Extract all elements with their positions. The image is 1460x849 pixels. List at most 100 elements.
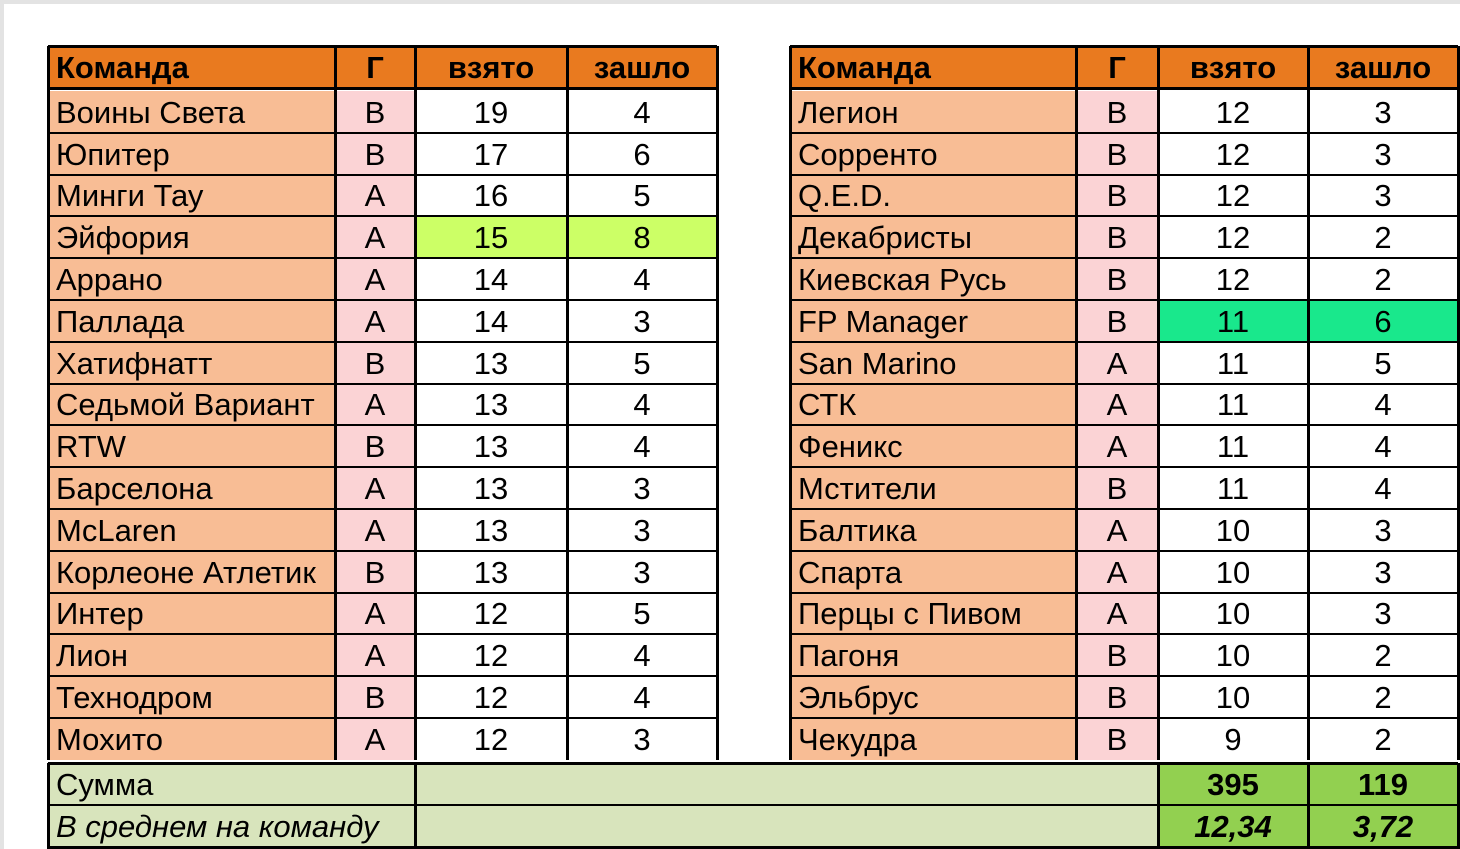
right-row-team-cell[interactable]: Спарта <box>790 551 1076 593</box>
left-row-scored-cell[interactable]: 12 <box>415 593 567 634</box>
left-row-team-cell[interactable]: Хатифнатт <box>48 342 335 384</box>
left-row-conceded-cell[interactable]: 3 <box>567 300 717 342</box>
right-row-scored-cell[interactable]: 10 <box>1158 593 1308 634</box>
left-row-team-cell[interactable]: Лион <box>48 634 335 676</box>
right-row-scored-cell[interactable]: 12 <box>1158 216 1308 258</box>
right-row-conceded-cell[interactable]: 4 <box>1308 425 1458 467</box>
right-row-scored-cell[interactable]: 12 <box>1158 175 1308 216</box>
right-row-scored-cell[interactable]: 10 <box>1158 634 1308 676</box>
right-row-conceded-cell[interactable]: 4 <box>1308 384 1458 425</box>
left-row-group-cell[interactable]: A <box>335 384 415 425</box>
left-row-team-cell[interactable]: Воины Света <box>48 91 335 133</box>
left-header-scored[interactable]: взято <box>415 46 567 88</box>
right-row-team-cell[interactable]: Мстители <box>790 467 1076 509</box>
left-row-group-cell[interactable]: B <box>335 342 415 384</box>
right-row-conceded-cell[interactable]: 2 <box>1308 634 1458 676</box>
left-row-team-cell[interactable]: Технодром <box>48 676 335 718</box>
right-row-scored-cell[interactable]: 12 <box>1158 133 1308 175</box>
right-row-group-cell[interactable]: B <box>1076 258 1158 300</box>
right-row-group-cell[interactable]: B <box>1076 133 1158 175</box>
right-row-scored-cell[interactable]: 11 <box>1158 467 1308 509</box>
right-row-scored-cell[interactable]: 11 <box>1158 342 1308 384</box>
left-row-conceded-cell[interactable]: 4 <box>567 676 717 718</box>
right-row-team-cell[interactable]: Чекудра <box>790 718 1076 760</box>
right-row-group-cell[interactable]: B <box>1076 300 1158 342</box>
right-row-conceded-cell[interactable]: 3 <box>1308 175 1458 216</box>
left-row-scored-cell[interactable]: 12 <box>415 634 567 676</box>
right-row-team-cell[interactable]: Сорренто <box>790 133 1076 175</box>
right-row-conceded-cell[interactable]: 2 <box>1308 718 1458 760</box>
right-row-group-cell[interactable]: A <box>1076 384 1158 425</box>
left-row-scored-cell[interactable]: 13 <box>415 551 567 593</box>
left-row-group-cell[interactable]: A <box>335 718 415 760</box>
left-row-scored-cell[interactable]: 16 <box>415 175 567 216</box>
left-row-scored-cell[interactable]: 14 <box>415 300 567 342</box>
right-row-scored-cell[interactable]: 10 <box>1158 509 1308 551</box>
left-row-group-cell[interactable]: A <box>335 300 415 342</box>
left-row-scored-cell[interactable]: 13 <box>415 425 567 467</box>
left-row-group-cell[interactable]: A <box>335 216 415 258</box>
right-row-scored-cell[interactable]: 12 <box>1158 91 1308 133</box>
left-row-team-cell[interactable]: RTW <box>48 425 335 467</box>
right-row-group-cell[interactable]: A <box>1076 509 1158 551</box>
right-row-conceded-cell[interactable]: 3 <box>1308 91 1458 133</box>
left-row-conceded-cell[interactable]: 3 <box>567 509 717 551</box>
avg-conceded-cell[interactable]: 3,72 <box>1308 805 1458 847</box>
left-row-conceded-cell[interactable]: 4 <box>567 425 717 467</box>
avg-label-cell[interactable]: В среднем на команду <box>48 805 415 847</box>
right-header-team[interactable]: Команда <box>790 46 1076 88</box>
right-row-team-cell[interactable]: Декабристы <box>790 216 1076 258</box>
right-row-team-cell[interactable]: Феникс <box>790 425 1076 467</box>
left-row-conceded-cell[interactable]: 4 <box>567 91 717 133</box>
left-row-group-cell[interactable]: B <box>335 133 415 175</box>
left-row-scored-cell[interactable]: 12 <box>415 718 567 760</box>
left-row-group-cell[interactable]: B <box>335 676 415 718</box>
right-row-group-cell[interactable]: A <box>1076 593 1158 634</box>
right-row-group-cell[interactable]: B <box>1076 91 1158 133</box>
avg-empty-cell[interactable] <box>415 805 1158 847</box>
right-row-scored-cell[interactable]: 11 <box>1158 425 1308 467</box>
left-row-conceded-cell[interactable]: 8 <box>567 216 717 258</box>
right-row-conceded-cell[interactable]: 6 <box>1308 300 1458 342</box>
left-row-scored-cell[interactable]: 17 <box>415 133 567 175</box>
right-row-team-cell[interactable]: Q.E.D. <box>790 175 1076 216</box>
left-row-conceded-cell[interactable]: 5 <box>567 175 717 216</box>
right-row-team-cell[interactable]: San Marino <box>790 342 1076 384</box>
right-row-conceded-cell[interactable]: 2 <box>1308 676 1458 718</box>
left-header-team[interactable]: Команда <box>48 46 335 88</box>
sum-label-cell[interactable]: Сумма <box>48 763 415 805</box>
right-row-team-cell[interactable]: СТК <box>790 384 1076 425</box>
right-row-team-cell[interactable]: Киевская Русь <box>790 258 1076 300</box>
avg-scored-cell[interactable]: 12,34 <box>1158 805 1308 847</box>
left-row-team-cell[interactable]: Паллада <box>48 300 335 342</box>
left-row-conceded-cell[interactable]: 6 <box>567 133 717 175</box>
left-row-scored-cell[interactable]: 13 <box>415 509 567 551</box>
left-row-conceded-cell[interactable]: 4 <box>567 258 717 300</box>
right-row-team-cell[interactable]: Эльбрус <box>790 676 1076 718</box>
right-row-team-cell[interactable]: Балтика <box>790 509 1076 551</box>
sum-scored-cell[interactable]: 395 <box>1158 763 1308 805</box>
left-row-conceded-cell[interactable]: 3 <box>567 718 717 760</box>
left-row-scored-cell[interactable]: 14 <box>415 258 567 300</box>
left-row-team-cell[interactable]: Седьмой Вариант <box>48 384 335 425</box>
left-row-team-cell[interactable]: McLaren <box>48 509 335 551</box>
left-row-group-cell[interactable]: B <box>335 425 415 467</box>
sum-empty-cell[interactable] <box>415 763 1158 805</box>
left-row-scored-cell[interactable]: 13 <box>415 342 567 384</box>
left-row-group-cell[interactable]: B <box>335 551 415 593</box>
left-row-conceded-cell[interactable]: 4 <box>567 384 717 425</box>
left-row-conceded-cell[interactable]: 4 <box>567 634 717 676</box>
left-row-team-cell[interactable]: Эйфория <box>48 216 335 258</box>
left-row-conceded-cell[interactable]: 5 <box>567 593 717 634</box>
left-row-scored-cell[interactable]: 19 <box>415 91 567 133</box>
left-row-team-cell[interactable]: Аррано <box>48 258 335 300</box>
left-row-group-cell[interactable]: A <box>335 258 415 300</box>
left-row-team-cell[interactable]: Юпитер <box>48 133 335 175</box>
right-row-conceded-cell[interactable]: 4 <box>1308 467 1458 509</box>
right-row-team-cell[interactable]: Перцы с Пивом <box>790 593 1076 634</box>
right-header-scored[interactable]: взято <box>1158 46 1308 88</box>
right-row-team-cell[interactable]: FP Manager <box>790 300 1076 342</box>
left-row-group-cell[interactable]: B <box>335 91 415 133</box>
left-row-group-cell[interactable]: A <box>335 509 415 551</box>
right-row-conceded-cell[interactable]: 3 <box>1308 593 1458 634</box>
